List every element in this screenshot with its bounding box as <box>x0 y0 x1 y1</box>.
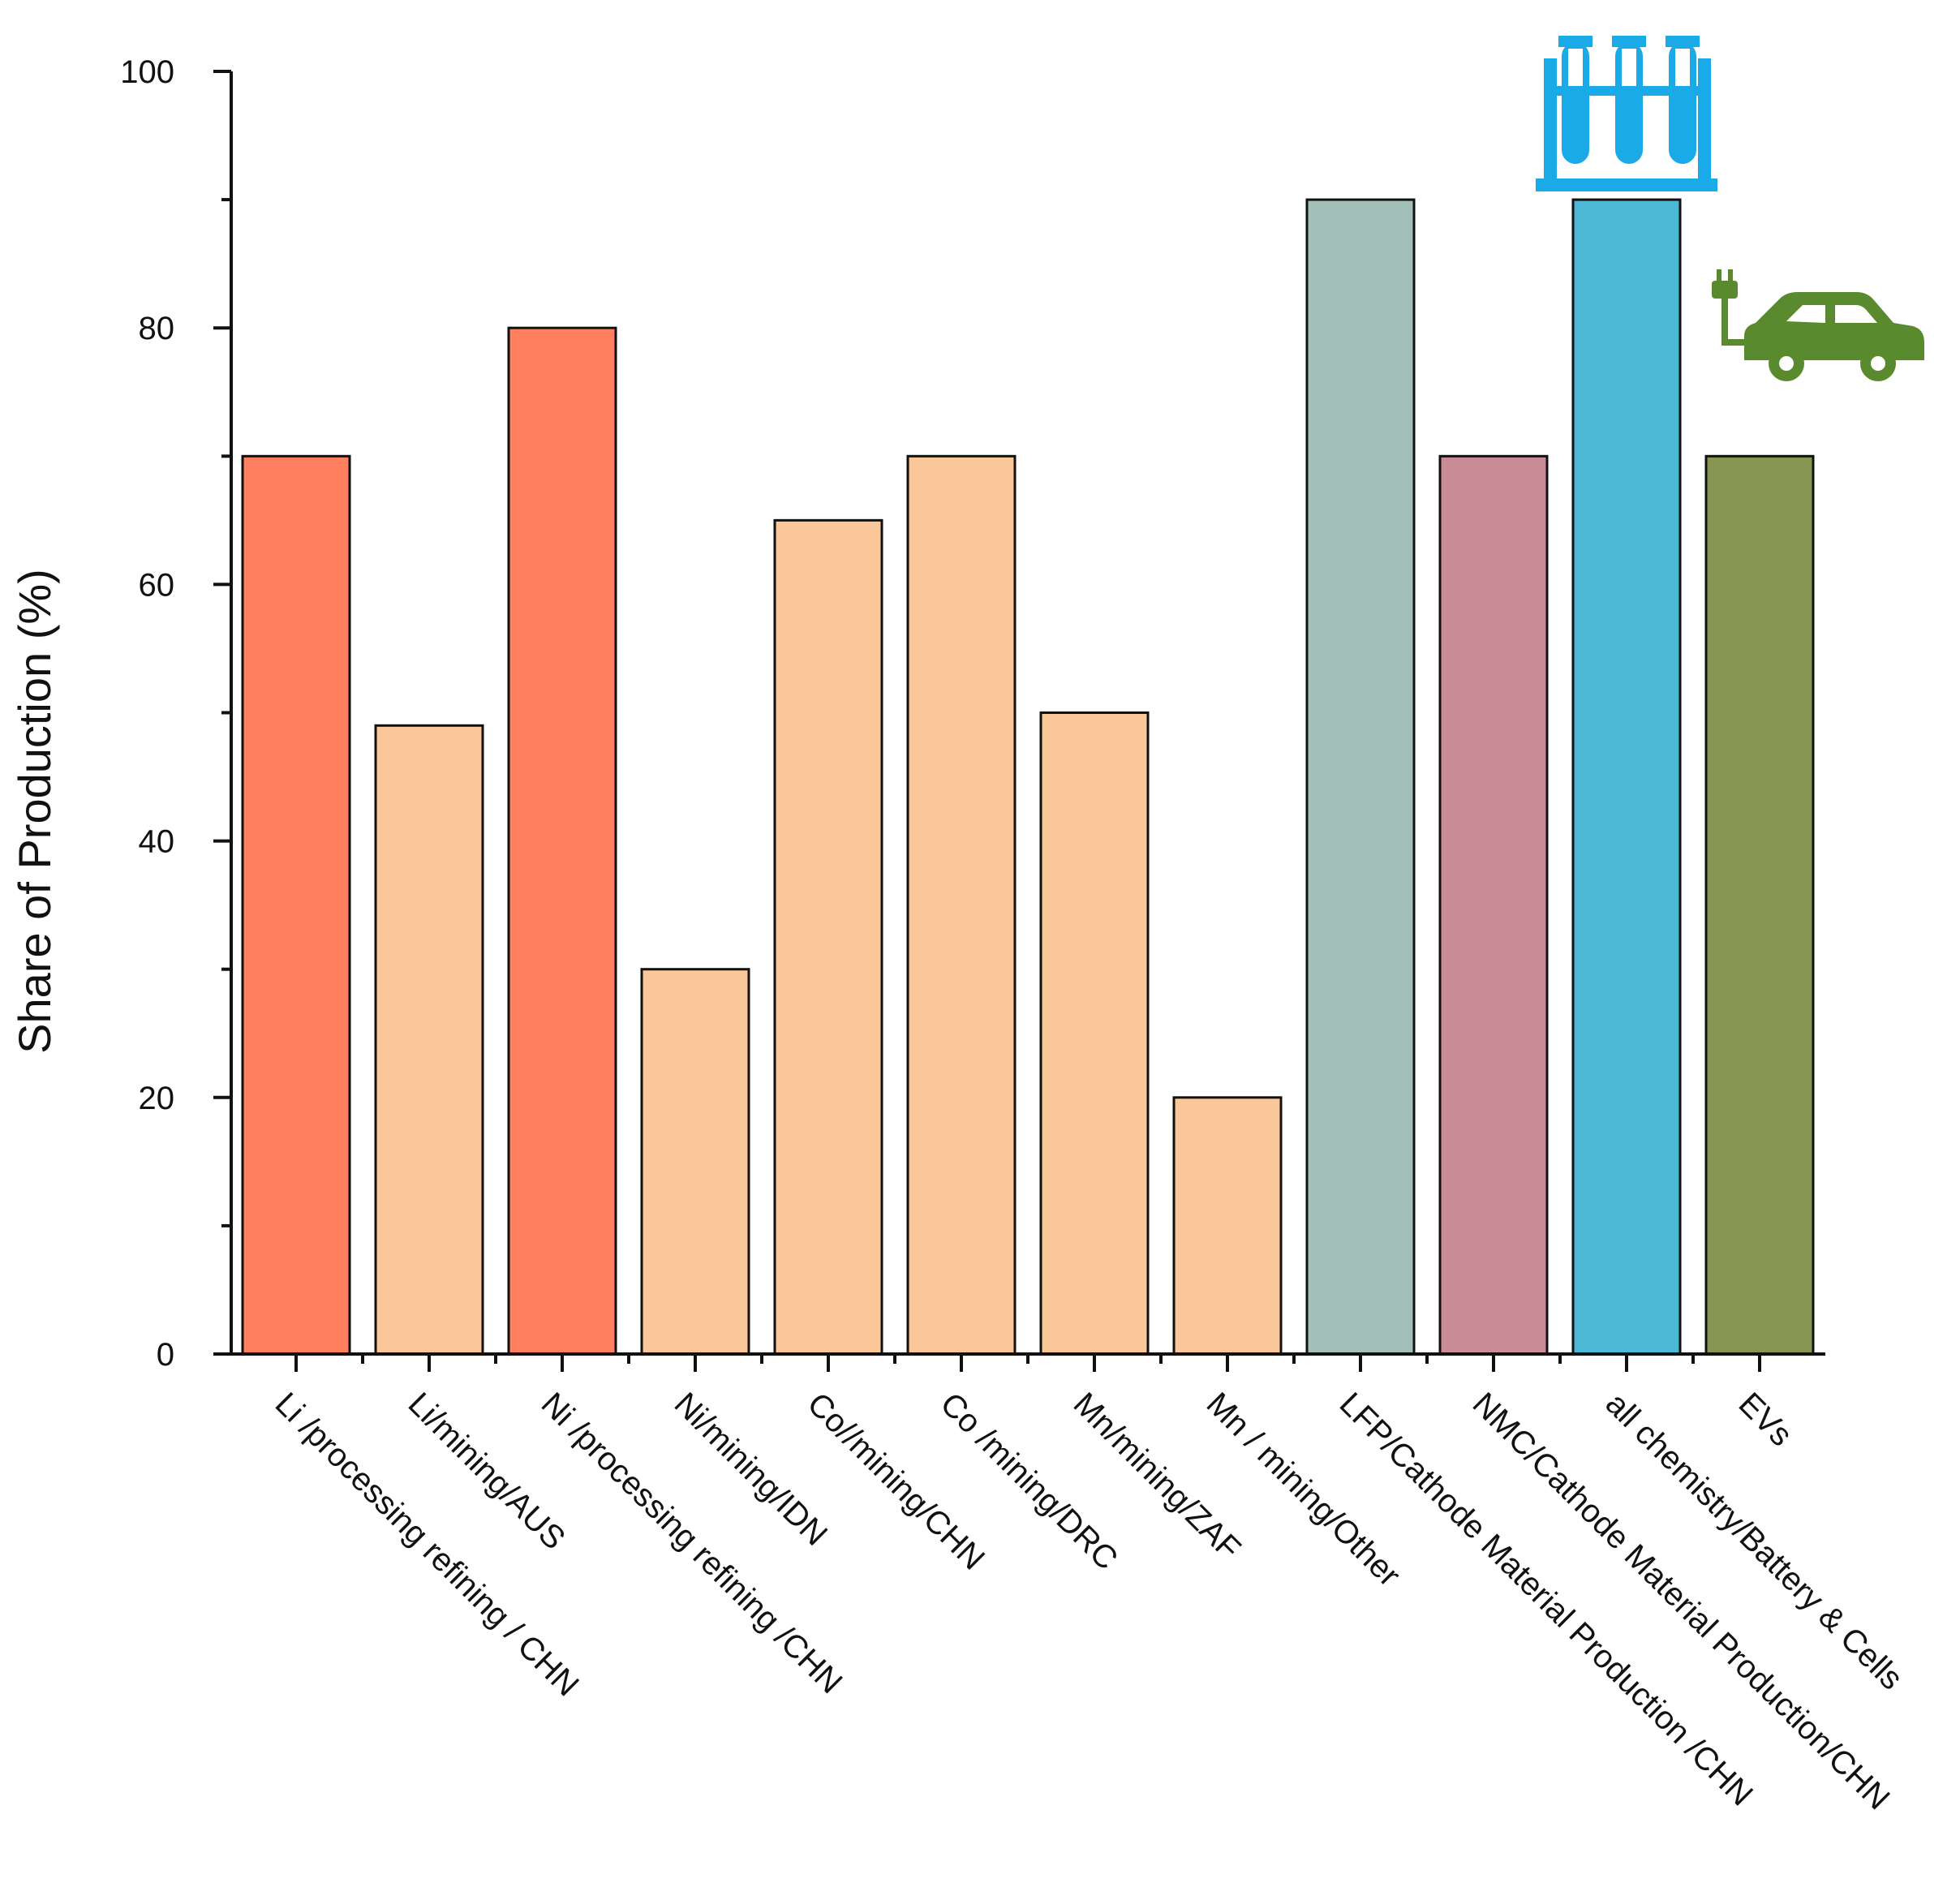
bar <box>640 968 750 1356</box>
bar <box>1305 198 1416 1356</box>
bar <box>1438 454 1549 1356</box>
bar <box>374 724 484 1356</box>
y-tick-label: 100 <box>120 54 174 90</box>
x-tick-labels-group: Li /processing refining / CHNLi/mining/A… <box>269 1386 1910 1816</box>
test-tubes-icon <box>1536 36 1717 191</box>
bar <box>1039 711 1150 1356</box>
y-tick-label: 0 <box>157 1337 174 1373</box>
x-tick-label: EVs <box>1732 1386 1799 1453</box>
bar <box>241 454 351 1356</box>
y-ticks-group: 0 20 40 60 80 100 <box>120 54 231 1373</box>
bar <box>1704 454 1815 1356</box>
bar <box>906 454 1017 1356</box>
bar <box>507 326 617 1356</box>
y-tick-label: 60 <box>139 567 175 603</box>
electric-car-icon <box>1712 269 1924 381</box>
y-tick-label: 20 <box>139 1081 175 1116</box>
bar <box>1571 198 1682 1356</box>
y-axis-title: Share of Production (%) <box>9 569 60 1054</box>
y-tick-label: 80 <box>139 311 175 346</box>
x-ticks-group <box>294 1354 1761 1372</box>
bars-group <box>241 198 1815 1356</box>
y-tick-label: 40 <box>139 824 175 860</box>
bar <box>773 518 883 1356</box>
electric-car-icon-shape <box>1712 269 1924 381</box>
bar <box>1172 1096 1283 1356</box>
